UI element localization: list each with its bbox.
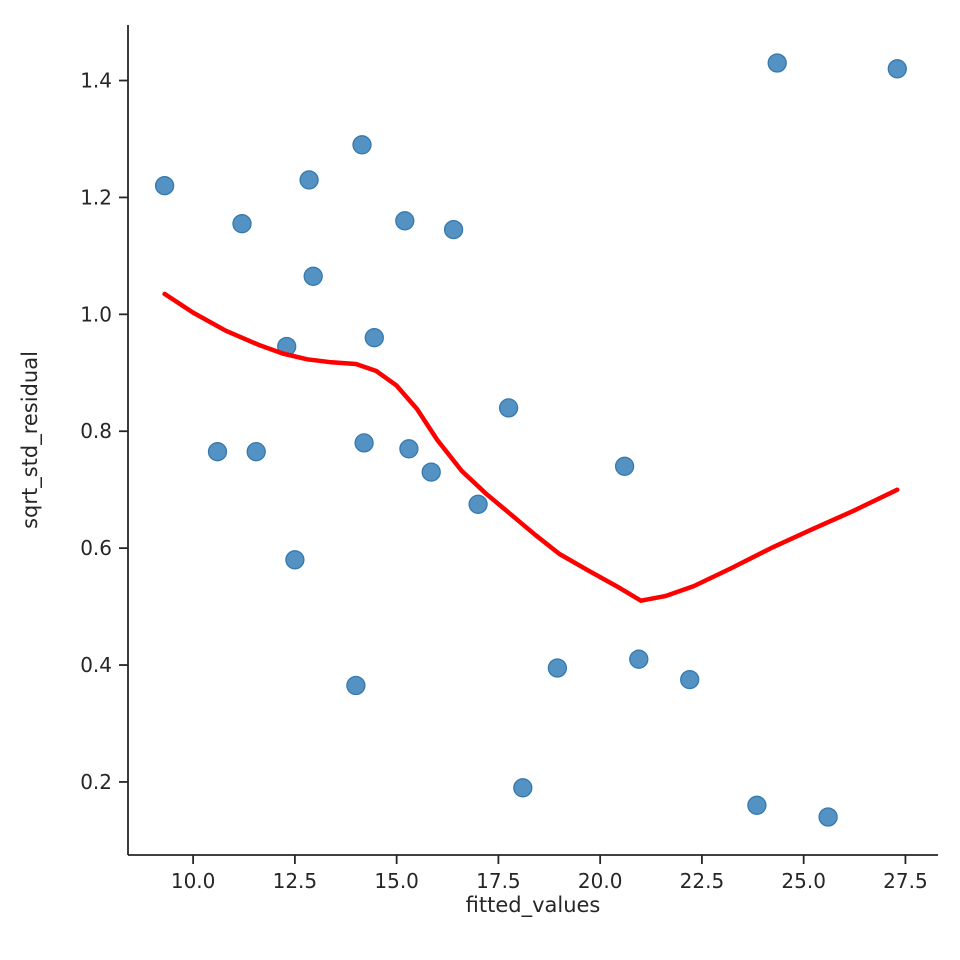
- y-tick-label: 1.4: [80, 69, 112, 93]
- scatter-point: [498, 398, 519, 418]
- x-axis-label: fitted_values: [465, 893, 601, 917]
- scatter-point: [887, 59, 907, 79]
- x-tick-label: 27.5: [883, 869, 928, 893]
- y-tick-label: 0.4: [80, 653, 112, 677]
- y-tick-label: 1.2: [80, 185, 112, 209]
- scatter-point: [207, 442, 228, 462]
- scatter-point: [395, 211, 415, 231]
- scatter-point: [246, 442, 266, 462]
- scatter-point: [818, 807, 838, 827]
- x-tick-label: 22.5: [680, 869, 725, 893]
- lowess-line: [162, 291, 900, 603]
- scatter-point: [303, 266, 323, 286]
- y-axis-label: sqrt_std_residual: [18, 351, 42, 529]
- scatter-point: [680, 669, 700, 690]
- x-tick-label: 25.0: [781, 869, 826, 893]
- scatter-point: [468, 494, 488, 514]
- scatter-point: [399, 439, 419, 459]
- scatter-point: [614, 456, 635, 476]
- scatter-point: [629, 649, 649, 669]
- scatter-point: [747, 795, 767, 815]
- scatter-point: [443, 219, 464, 240]
- y-tick-label: 0.8: [80, 419, 112, 443]
- x-tick-label: 12.5: [273, 869, 318, 893]
- x-tick-label: 17.5: [476, 869, 521, 893]
- y-tick-label: 1.0: [80, 302, 112, 326]
- scatter-point: [547, 658, 568, 678]
- scatter-point: [354, 433, 374, 453]
- scatter-point: [352, 135, 372, 155]
- x-tick-label: 20.0: [578, 869, 623, 893]
- x-tick-label: 10.0: [171, 869, 216, 893]
- scatter-point: [154, 176, 175, 196]
- y-tick-label: 0.6: [80, 536, 112, 560]
- scatter-point: [285, 550, 305, 570]
- scatter-point: [767, 53, 787, 73]
- y-tick-label: 0.2: [80, 770, 112, 794]
- scatter-point: [513, 778, 533, 798]
- scatter-point: [421, 462, 441, 482]
- scatter-point: [232, 214, 252, 234]
- scatter-point: [346, 675, 366, 696]
- scatter-point: [364, 328, 384, 348]
- scatter-point: [299, 170, 319, 190]
- x-tick-label: 15.0: [374, 869, 419, 893]
